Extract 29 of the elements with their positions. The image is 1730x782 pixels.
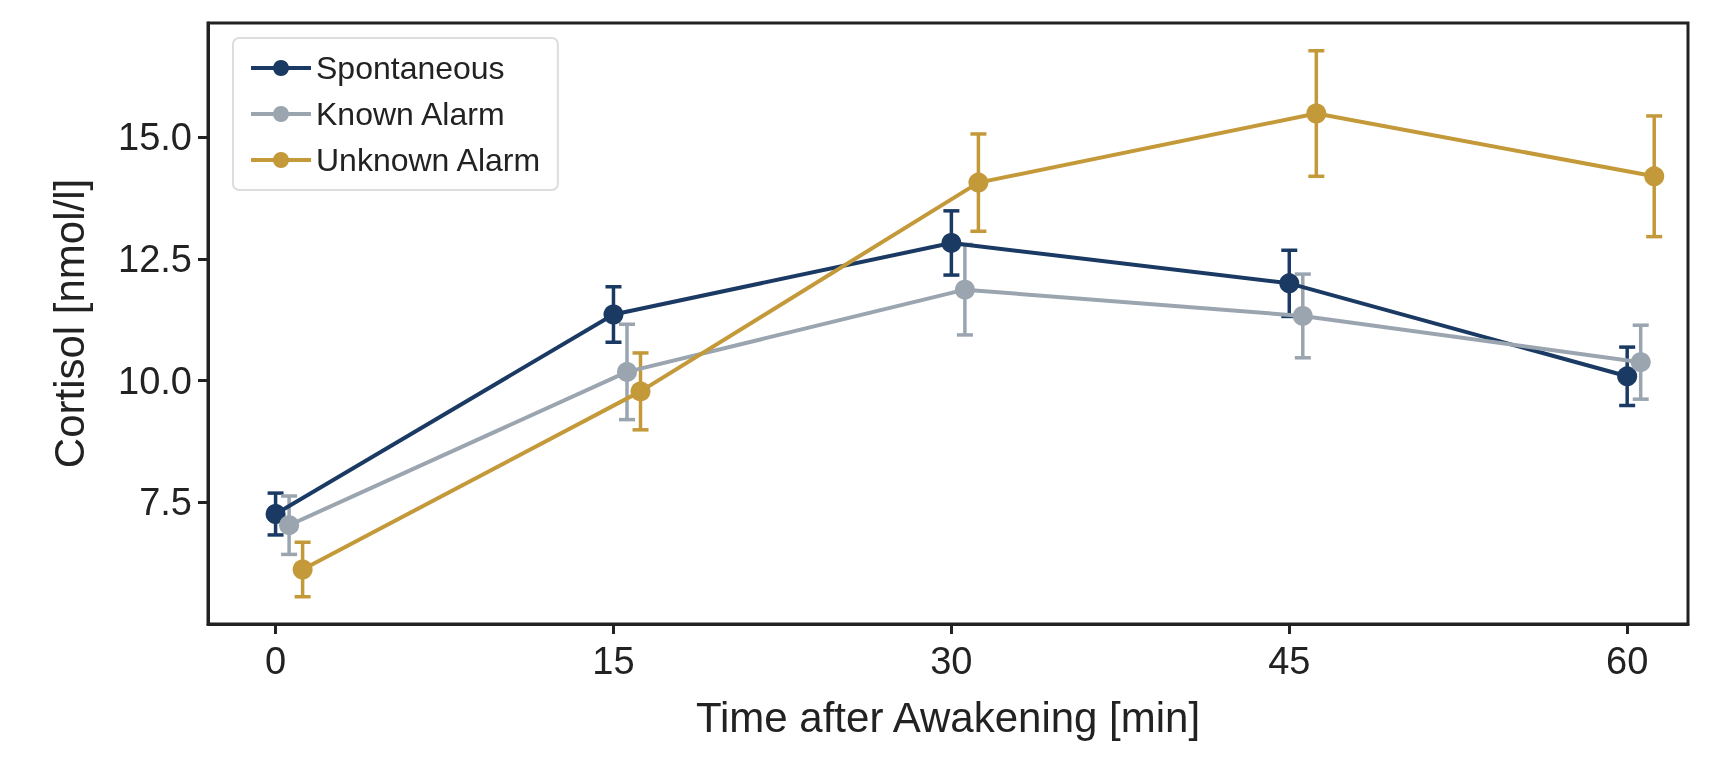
x-tick-label: 45	[1268, 640, 1311, 682]
x-tick-label: 15	[592, 640, 635, 682]
y-tick-label: 7.5	[139, 481, 192, 524]
legend-label: Known Alarm	[316, 96, 505, 132]
point	[968, 172, 989, 193]
point	[1630, 352, 1651, 373]
point	[292, 559, 313, 580]
point	[1644, 166, 1665, 187]
point	[617, 361, 637, 382]
y-tick-label: 12.5	[118, 238, 192, 281]
y-tick-label: 15.0	[118, 116, 192, 159]
x-tick-label: 60	[1606, 640, 1649, 682]
legend-label: Spontaneous	[316, 50, 505, 86]
x-axis-title: Time after Awakening [min]	[695, 693, 1201, 741]
point	[1617, 366, 1638, 387]
point	[603, 304, 624, 325]
point	[941, 232, 962, 253]
y-axis-title: Cortisol [nmol/l]	[45, 178, 93, 469]
y-tick-label: 10.0	[118, 359, 192, 402]
x-tick-label: 30	[930, 640, 973, 682]
point	[279, 515, 300, 536]
point	[1306, 103, 1327, 124]
legend-label: Unknown Alarm	[316, 142, 541, 178]
point	[265, 504, 286, 525]
point	[630, 381, 651, 402]
point	[1292, 305, 1313, 326]
x-tick-label: 0	[265, 640, 287, 682]
point	[1279, 273, 1300, 294]
point	[954, 279, 975, 300]
